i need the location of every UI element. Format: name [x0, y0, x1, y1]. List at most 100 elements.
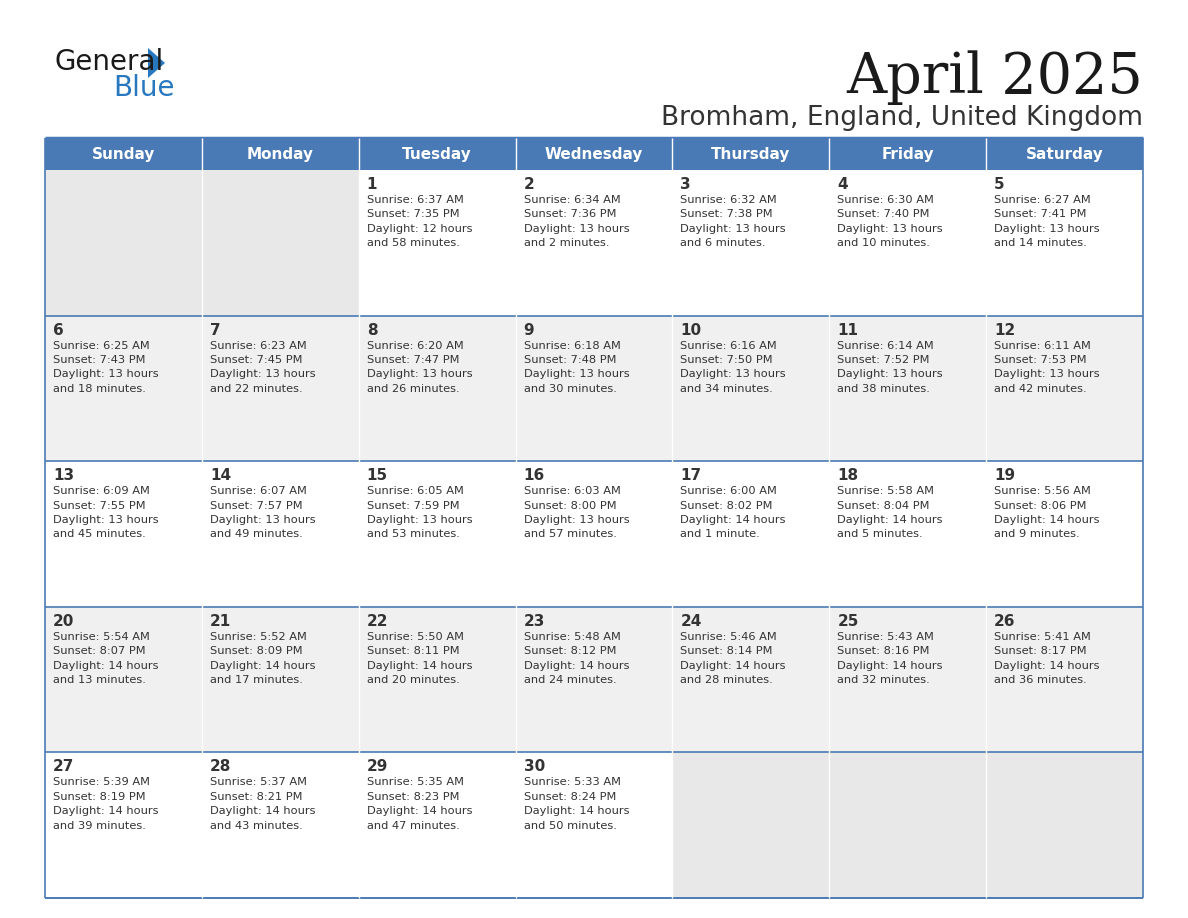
Bar — [202, 753, 359, 898]
Text: 15: 15 — [367, 468, 387, 483]
Bar — [986, 607, 1143, 753]
Bar — [829, 316, 986, 461]
Bar — [829, 138, 986, 170]
Text: 23: 23 — [524, 614, 545, 629]
Text: Sunrise: 5:56 AM
Sunset: 8:06 PM
Daylight: 14 hours
and 9 minutes.: Sunrise: 5:56 AM Sunset: 8:06 PM Dayligh… — [994, 487, 1100, 540]
Text: Sunrise: 5:48 AM
Sunset: 8:12 PM
Daylight: 14 hours
and 24 minutes.: Sunrise: 5:48 AM Sunset: 8:12 PM Dayligh… — [524, 632, 630, 685]
Bar — [359, 170, 516, 316]
Text: Sunrise: 6:16 AM
Sunset: 7:50 PM
Daylight: 13 hours
and 34 minutes.: Sunrise: 6:16 AM Sunset: 7:50 PM Dayligh… — [681, 341, 786, 394]
Text: 7: 7 — [210, 322, 221, 338]
Text: Tuesday: Tuesday — [403, 147, 472, 162]
Text: Sunrise: 6:37 AM
Sunset: 7:35 PM
Daylight: 12 hours
and 58 minutes.: Sunrise: 6:37 AM Sunset: 7:35 PM Dayligh… — [367, 195, 472, 248]
Text: April 2025: April 2025 — [846, 50, 1143, 106]
Bar — [202, 607, 359, 753]
Bar — [202, 170, 359, 316]
Text: 25: 25 — [838, 614, 859, 629]
Text: 20: 20 — [53, 614, 75, 629]
Text: 1: 1 — [367, 177, 378, 192]
Bar — [829, 461, 986, 607]
Text: 28: 28 — [210, 759, 232, 775]
Text: 16: 16 — [524, 468, 545, 483]
Text: Sunrise: 6:09 AM
Sunset: 7:55 PM
Daylight: 13 hours
and 45 minutes.: Sunrise: 6:09 AM Sunset: 7:55 PM Dayligh… — [53, 487, 159, 540]
Text: Sunrise: 6:30 AM
Sunset: 7:40 PM
Daylight: 13 hours
and 10 minutes.: Sunrise: 6:30 AM Sunset: 7:40 PM Dayligh… — [838, 195, 943, 248]
Text: Sunrise: 6:20 AM
Sunset: 7:47 PM
Daylight: 13 hours
and 26 minutes.: Sunrise: 6:20 AM Sunset: 7:47 PM Dayligh… — [367, 341, 473, 394]
Text: 6: 6 — [53, 322, 64, 338]
Text: Sunrise: 6:25 AM
Sunset: 7:43 PM
Daylight: 13 hours
and 18 minutes.: Sunrise: 6:25 AM Sunset: 7:43 PM Dayligh… — [53, 341, 159, 394]
Text: 21: 21 — [210, 614, 232, 629]
Bar — [359, 316, 516, 461]
Bar — [45, 170, 202, 316]
Text: 17: 17 — [681, 468, 702, 483]
Bar — [986, 316, 1143, 461]
Text: 11: 11 — [838, 322, 858, 338]
Text: 13: 13 — [53, 468, 74, 483]
Text: Sunrise: 5:35 AM
Sunset: 8:23 PM
Daylight: 14 hours
and 47 minutes.: Sunrise: 5:35 AM Sunset: 8:23 PM Dayligh… — [367, 778, 472, 831]
Text: Sunrise: 6:34 AM
Sunset: 7:36 PM
Daylight: 13 hours
and 2 minutes.: Sunrise: 6:34 AM Sunset: 7:36 PM Dayligh… — [524, 195, 630, 248]
Text: Sunrise: 6:18 AM
Sunset: 7:48 PM
Daylight: 13 hours
and 30 minutes.: Sunrise: 6:18 AM Sunset: 7:48 PM Dayligh… — [524, 341, 630, 394]
Text: Sunrise: 6:07 AM
Sunset: 7:57 PM
Daylight: 13 hours
and 49 minutes.: Sunrise: 6:07 AM Sunset: 7:57 PM Dayligh… — [210, 487, 316, 540]
Bar — [986, 170, 1143, 316]
Text: Sunrise: 6:32 AM
Sunset: 7:38 PM
Daylight: 13 hours
and 6 minutes.: Sunrise: 6:32 AM Sunset: 7:38 PM Dayligh… — [681, 195, 786, 248]
Text: Sunrise: 5:41 AM
Sunset: 8:17 PM
Daylight: 14 hours
and 36 minutes.: Sunrise: 5:41 AM Sunset: 8:17 PM Dayligh… — [994, 632, 1100, 685]
Text: 9: 9 — [524, 322, 535, 338]
Text: Sunday: Sunday — [91, 147, 156, 162]
Bar — [829, 170, 986, 316]
Bar — [45, 316, 202, 461]
Text: Sunrise: 5:54 AM
Sunset: 8:07 PM
Daylight: 14 hours
and 13 minutes.: Sunrise: 5:54 AM Sunset: 8:07 PM Dayligh… — [53, 632, 158, 685]
Text: Monday: Monday — [247, 147, 314, 162]
Bar — [516, 607, 672, 753]
Text: 8: 8 — [367, 322, 378, 338]
Text: 5: 5 — [994, 177, 1005, 192]
Text: Blue: Blue — [113, 74, 175, 102]
Polygon shape — [148, 48, 165, 78]
Text: Friday: Friday — [881, 147, 934, 162]
Text: Sunrise: 5:46 AM
Sunset: 8:14 PM
Daylight: 14 hours
and 28 minutes.: Sunrise: 5:46 AM Sunset: 8:14 PM Dayligh… — [681, 632, 786, 685]
Text: Sunrise: 5:58 AM
Sunset: 8:04 PM
Daylight: 14 hours
and 5 minutes.: Sunrise: 5:58 AM Sunset: 8:04 PM Dayligh… — [838, 487, 943, 540]
Bar — [359, 461, 516, 607]
Text: Sunrise: 6:03 AM
Sunset: 8:00 PM
Daylight: 13 hours
and 57 minutes.: Sunrise: 6:03 AM Sunset: 8:00 PM Dayligh… — [524, 487, 630, 540]
Text: Sunrise: 5:43 AM
Sunset: 8:16 PM
Daylight: 14 hours
and 32 minutes.: Sunrise: 5:43 AM Sunset: 8:16 PM Dayligh… — [838, 632, 943, 685]
Text: Saturday: Saturday — [1025, 147, 1104, 162]
Bar — [516, 170, 672, 316]
Bar — [672, 461, 829, 607]
Bar — [672, 753, 829, 898]
Bar — [202, 138, 359, 170]
Text: Sunrise: 5:52 AM
Sunset: 8:09 PM
Daylight: 14 hours
and 17 minutes.: Sunrise: 5:52 AM Sunset: 8:09 PM Dayligh… — [210, 632, 315, 685]
Text: Sunrise: 5:50 AM
Sunset: 8:11 PM
Daylight: 14 hours
and 20 minutes.: Sunrise: 5:50 AM Sunset: 8:11 PM Dayligh… — [367, 632, 472, 685]
Text: Sunrise: 6:11 AM
Sunset: 7:53 PM
Daylight: 13 hours
and 42 minutes.: Sunrise: 6:11 AM Sunset: 7:53 PM Dayligh… — [994, 341, 1100, 394]
Bar — [516, 461, 672, 607]
Bar — [202, 316, 359, 461]
Text: Sunrise: 6:27 AM
Sunset: 7:41 PM
Daylight: 13 hours
and 14 minutes.: Sunrise: 6:27 AM Sunset: 7:41 PM Dayligh… — [994, 195, 1100, 248]
Text: Sunrise: 6:05 AM
Sunset: 7:59 PM
Daylight: 13 hours
and 53 minutes.: Sunrise: 6:05 AM Sunset: 7:59 PM Dayligh… — [367, 487, 473, 540]
Bar — [672, 170, 829, 316]
Text: 27: 27 — [53, 759, 75, 775]
Bar — [45, 138, 202, 170]
Text: 19: 19 — [994, 468, 1016, 483]
Bar — [672, 316, 829, 461]
Bar — [986, 461, 1143, 607]
Bar — [986, 138, 1143, 170]
Text: Sunrise: 6:23 AM
Sunset: 7:45 PM
Daylight: 13 hours
and 22 minutes.: Sunrise: 6:23 AM Sunset: 7:45 PM Dayligh… — [210, 341, 316, 394]
Text: 24: 24 — [681, 614, 702, 629]
Bar — [672, 138, 829, 170]
Bar — [359, 138, 516, 170]
Text: Thursday: Thursday — [712, 147, 790, 162]
Bar — [45, 607, 202, 753]
Text: 10: 10 — [681, 322, 702, 338]
Bar — [516, 316, 672, 461]
Text: Wednesday: Wednesday — [545, 147, 643, 162]
Bar — [516, 753, 672, 898]
Text: 29: 29 — [367, 759, 388, 775]
Text: 2: 2 — [524, 177, 535, 192]
Text: Sunrise: 5:33 AM
Sunset: 8:24 PM
Daylight: 14 hours
and 50 minutes.: Sunrise: 5:33 AM Sunset: 8:24 PM Dayligh… — [524, 778, 630, 831]
Text: 22: 22 — [367, 614, 388, 629]
Text: 26: 26 — [994, 614, 1016, 629]
Text: 3: 3 — [681, 177, 691, 192]
Bar — [829, 753, 986, 898]
Text: General: General — [55, 48, 164, 76]
Text: Bromham, England, United Kingdom: Bromham, England, United Kingdom — [661, 105, 1143, 131]
Bar — [202, 461, 359, 607]
Text: 4: 4 — [838, 177, 848, 192]
Text: 30: 30 — [524, 759, 545, 775]
Bar — [45, 753, 202, 898]
